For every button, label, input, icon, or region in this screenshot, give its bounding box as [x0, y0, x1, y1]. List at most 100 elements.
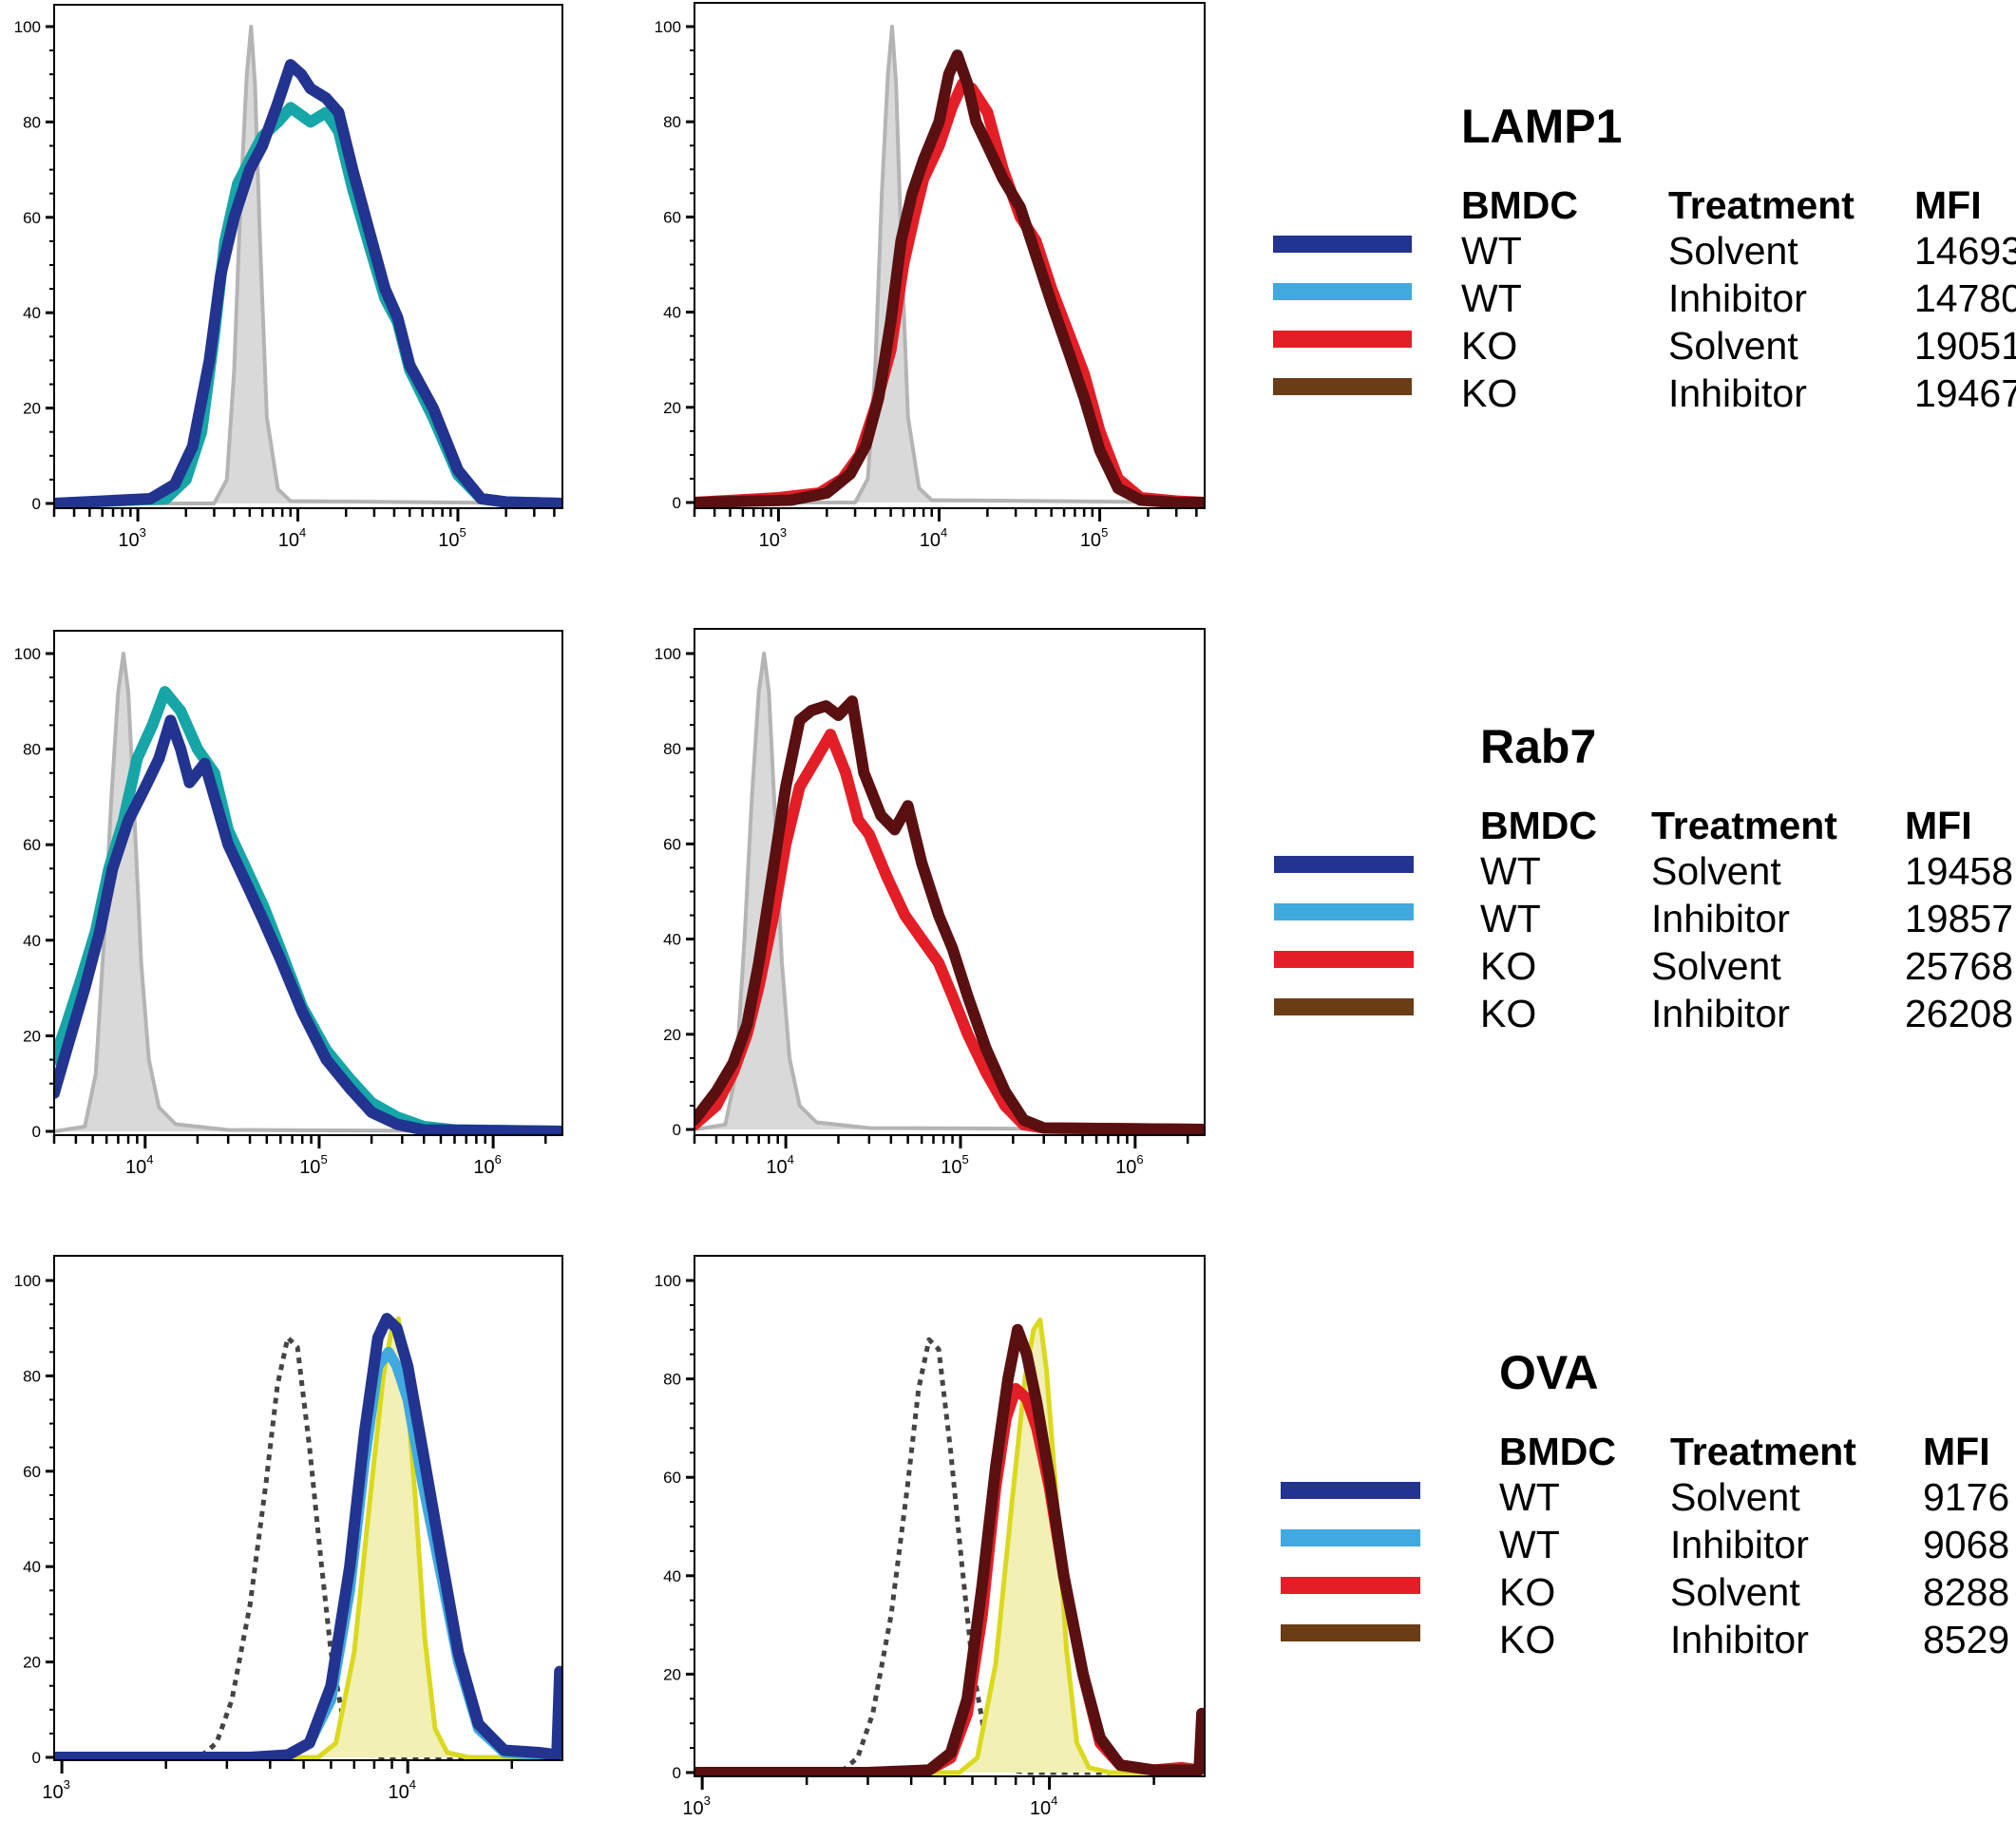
x-tick-label: 105: [438, 525, 466, 551]
legend-treatment: Inhibitor: [1651, 897, 1790, 940]
series-control-line: [694, 652, 1205, 1131]
y-tick-label: 20: [23, 1027, 41, 1045]
legend-title: OVA: [1499, 1346, 1599, 1399]
legend-header-bmdc: BMDC: [1480, 804, 1597, 847]
y-tick-label: 0: [673, 1764, 681, 1782]
series-ova-line: [54, 1316, 562, 1760]
legend-treatment: Inhibitor: [1651, 992, 1790, 1035]
y-tick-label: 40: [23, 304, 41, 322]
y-tick-label: 80: [663, 740, 681, 758]
series-ko-solvent-line: [694, 78, 1205, 508]
y-tick-label: 100: [14, 18, 41, 36]
legend-swatch: [1273, 236, 1412, 253]
legend-bmdc: KO: [1499, 1618, 1555, 1661]
y-tick-label: 100: [655, 18, 681, 36]
legend-mfi: 19458: [1905, 849, 2013, 893]
plot-frame: [53, 4, 563, 509]
x-tick-label: 104: [920, 525, 947, 551]
y-tick-label: 100: [655, 645, 681, 663]
legend-mfi: 14693: [1914, 229, 2016, 273]
series-wt-inhibitor-line: [54, 102, 562, 508]
legend-treatment: Inhibitor: [1668, 371, 1807, 415]
legend-ova: OVA BMDC Treatment MFI WT Solvent 9176 WT Inhibi…: [1281, 1346, 2009, 1661]
series-group: [694, 1317, 1205, 1776]
series-wt-solvent-line: [54, 1313, 562, 1760]
series-group: [694, 25, 1205, 508]
x-tick-label: 103: [682, 1793, 710, 1819]
legend-swatch: [1281, 1577, 1420, 1594]
legend-mfi: 19051: [1914, 324, 2016, 368]
y-tick-label: 60: [663, 835, 681, 853]
legend-mfi: 26208: [1905, 992, 2013, 1035]
y-tick-label: 60: [23, 836, 41, 854]
legend-swatch: [1274, 856, 1414, 873]
y-tick-label: 80: [23, 113, 41, 131]
y-tick-label: 40: [663, 1567, 681, 1585]
x-tick-label: 105: [299, 1152, 327, 1178]
plot-frame: [694, 1255, 1206, 1777]
chart-lamp1-ko: 0 20 40 60 80 100 103 104 105: [655, 2, 1206, 551]
y-tick-label: 0: [32, 1749, 41, 1767]
legend-bmdc: WT: [1499, 1523, 1560, 1566]
y-tick-label: 80: [23, 741, 41, 759]
x-tick-label: 103: [118, 525, 145, 551]
legend-swatch: [1274, 903, 1414, 920]
x-tick-label: 104: [1030, 1793, 1057, 1819]
legend-header-treatment: Treatment: [1668, 183, 1854, 227]
legend-bmdc: WT: [1499, 1475, 1560, 1519]
plot-frame: [53, 630, 563, 1136]
chart-ova-wt: 0 20 40 60 80 100 103 104: [14, 1255, 563, 1803]
legend-header-treatment: Treatment: [1651, 804, 1837, 847]
y-tick-label: 60: [23, 1463, 41, 1481]
series-ko-solvent-line: [694, 1383, 1205, 1776]
series-ko-inhibitor-line: [694, 49, 1205, 508]
legend-mfi: 25768: [1905, 944, 2013, 988]
y-tick-label: 0: [673, 494, 681, 512]
legend-header-mfi: MFI: [1905, 804, 1972, 847]
y-tick-label: 20: [23, 1654, 41, 1672]
x-tick-label: 104: [125, 1152, 153, 1178]
series-ko-inhibitor-line: [694, 1323, 1205, 1776]
chart-ova-ko: 0 20 40 60 80 100 103 104: [655, 1255, 1206, 1819]
plot-frame: [694, 628, 1206, 1136]
series-wt-solvent-line: [54, 59, 562, 508]
series-control-line: [54, 652, 562, 1133]
y-tick-label: 40: [663, 304, 681, 322]
y-tick-label: 100: [14, 1272, 41, 1290]
legend-treatment: Solvent: [1670, 1570, 1800, 1614]
series-ko-inhibitor-line: [694, 695, 1205, 1135]
y-tick-label: 0: [673, 1121, 681, 1139]
legend-bmdc: WT: [1480, 897, 1541, 940]
legend-mfi: 9068: [1923, 1523, 2009, 1566]
x-tick-label: 104: [278, 525, 306, 551]
series-group: [54, 25, 562, 508]
legend-treatment: Solvent: [1651, 944, 1781, 988]
legend-swatch: [1274, 951, 1414, 968]
series-control-fill: [694, 654, 1205, 1129]
series-ova-fill: [54, 1318, 562, 1757]
y-tick-label: 60: [663, 1469, 681, 1487]
legend-swatch: [1273, 283, 1412, 300]
y-tick-label: 20: [663, 1665, 681, 1683]
chart-lamp1-wt: 0 20 40 60 80 100 103 104 105: [14, 4, 563, 551]
x-tick-label: 105: [1080, 525, 1108, 551]
y-tick-label: 80: [663, 1371, 681, 1389]
y-tick-label: 40: [23, 932, 41, 950]
legend-mfi: 19467: [1914, 371, 2016, 415]
legend-header-treatment: Treatment: [1670, 1430, 1856, 1473]
series-group: [54, 1313, 562, 1760]
legend-lamp1: LAMP1 BMDC Treatment MFI WT Solvent 14693 WT Inh…: [1273, 100, 2016, 415]
legend-treatment: Inhibitor: [1670, 1523, 1809, 1566]
y-tick-label: 0: [32, 495, 41, 513]
legend-bmdc: WT: [1461, 276, 1522, 320]
y-tick-label: 100: [14, 645, 41, 663]
y-tick-label: 40: [23, 1558, 41, 1576]
legend-treatment: Solvent: [1651, 849, 1781, 893]
y-tick-label: 60: [663, 208, 681, 226]
legend-bmdc: WT: [1461, 229, 1522, 273]
legend-bmdc: KO: [1461, 324, 1517, 368]
series-control-line: [694, 25, 1205, 504]
series-group: [694, 652, 1205, 1135]
plot-frame: [53, 1255, 563, 1761]
